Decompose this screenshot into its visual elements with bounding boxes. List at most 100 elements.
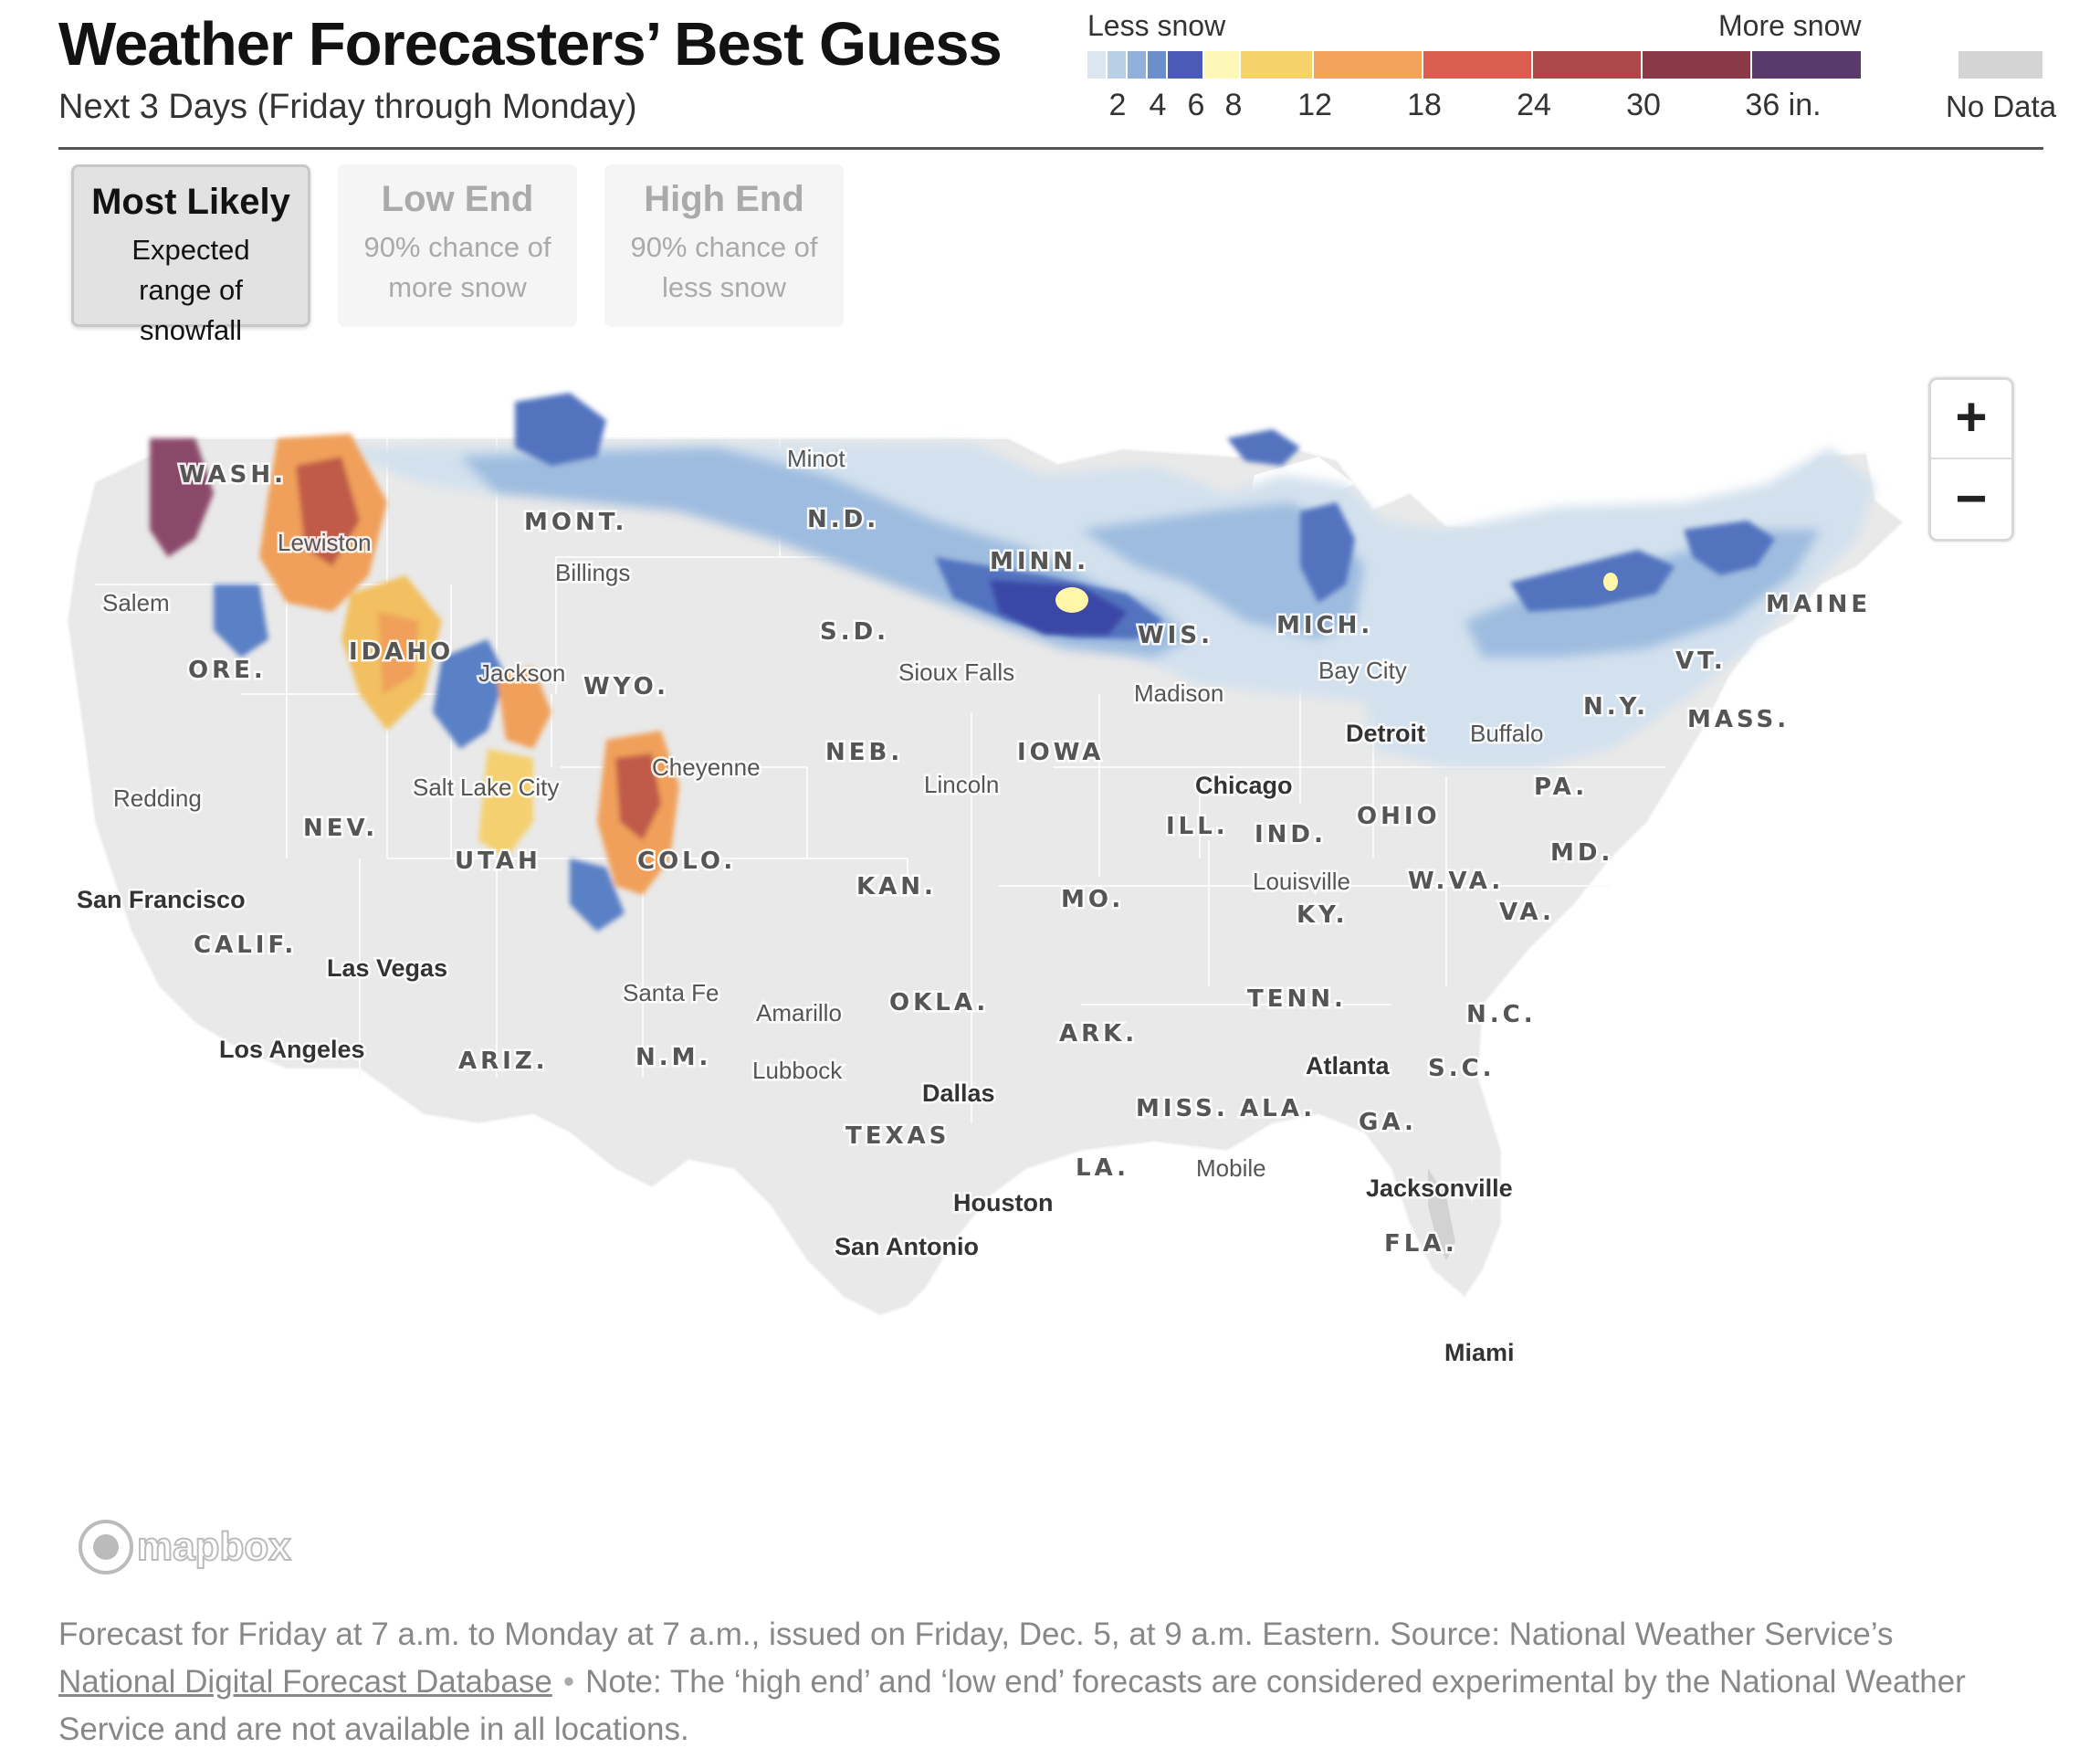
legend-tick: 36 in. [1745, 88, 1822, 122]
state-label: ILL. [1166, 813, 1229, 840]
city-label: Las Vegas [327, 954, 447, 982]
legend-tick: 6 [1187, 88, 1205, 122]
state-label: MINN. [990, 548, 1089, 575]
legend-tick: 24 [1517, 88, 1551, 122]
city-label: Sioux Falls [898, 658, 1014, 686]
florida-no-data [1428, 1169, 1455, 1260]
state-label: IDAHO [349, 638, 454, 666]
state-label: NEB. [825, 739, 903, 766]
header-divider [58, 147, 2043, 150]
city-labels: Minot Lewiston Billings Salem Jackson Ba… [100, 443, 1546, 1185]
city-label: Houston [953, 1189, 1053, 1216]
toggle-description: Expected range of snowfall [131, 234, 250, 346]
page-title: Weather Forecasters’ Best Guess [58, 10, 1003, 79]
page-subtitle: Next 3 Days (Friday through Monday) [58, 88, 637, 126]
state-label: ALA. [1240, 1095, 1316, 1122]
source-text: Forecast for Friday at 7 a.m. to Monday … [58, 1616, 1894, 1652]
separator-dot: • [562, 1664, 575, 1700]
legend-swatch-10 [1643, 51, 1750, 79]
city-label: Mobile [1196, 1154, 1266, 1182]
state-label: OKLA. [889, 989, 989, 1016]
city-label: Lewiston [278, 529, 372, 556]
toggle-title: Most Likely [91, 182, 290, 222]
zoom-out-button[interactable]: − [1955, 468, 1988, 529]
legend-less-label: Less snow [1087, 9, 1226, 42]
legend-tick: 2 [1108, 88, 1127, 122]
toggle-low-end[interactable]: Low End 90% chance of more snow [338, 164, 577, 327]
state-label: TEXAS [845, 1122, 950, 1150]
state-label: N.D. [807, 506, 879, 533]
legend-swatch-6 [1241, 51, 1312, 79]
city-label: Salem [102, 589, 170, 616]
legend-swatch-8 [1423, 51, 1531, 79]
source-note: Forecast for Friday at 7 a.m. to Monday … [58, 1611, 2003, 1748]
city-label: San Antonio [835, 1233, 979, 1260]
state-label: N.C. [1466, 1001, 1537, 1028]
state-label: S.C. [1428, 1055, 1496, 1082]
legend-swatch-11 [1752, 51, 1861, 79]
state-label: MISS. [1136, 1095, 1229, 1122]
city-label: Salt Lake City [413, 774, 559, 801]
state-label: VT. [1675, 648, 1727, 675]
legend-tick: 4 [1149, 88, 1167, 122]
state-label: N.Y. [1583, 693, 1649, 721]
ndfd-link[interactable]: National Digital Forecast Database [58, 1664, 552, 1700]
city-label: Atlanta [1306, 1052, 1390, 1079]
state-label: ARIZ. [458, 1048, 549, 1075]
snow-layer-mountains [150, 434, 679, 932]
city-label: Buffalo [1470, 720, 1543, 747]
toggle-high-end[interactable]: High End 90% chance of less snow [604, 164, 844, 327]
state-label: N.M. [635, 1044, 711, 1071]
toggle-description: 90% chance of less snow [630, 231, 818, 303]
city-label: Amarillo [756, 999, 842, 1027]
legend-no-data-label: No Data [1946, 90, 2057, 123]
state-label: IND. [1255, 821, 1327, 848]
state-label: FLA. [1384, 1230, 1458, 1258]
toggle-description: 90% chance of more snow [363, 231, 551, 303]
legend-swatch-7 [1314, 51, 1422, 79]
toggle-title: High End [644, 179, 804, 219]
state-label: W.VA. [1408, 868, 1504, 895]
state-label: MD. [1550, 839, 1613, 867]
state-label: ARK. [1059, 1020, 1138, 1048]
major-city-labels: San Francisco Las Vegas Los Angeles Detr… [75, 718, 1517, 1369]
city-label: Louisville [1253, 868, 1350, 895]
mapbox-wordmark: mapbox [137, 1524, 291, 1569]
city-label: Dallas [922, 1079, 995, 1107]
state-label: GA. [1359, 1109, 1417, 1136]
note-text: Note: The ‘high end’ and ‘low end’ forec… [58, 1664, 1966, 1747]
state-label: IOWA [1017, 739, 1104, 766]
city-label: Los Angeles [219, 1036, 365, 1063]
map-canvas[interactable]: WASH. MONT. N.D. MINN. MAINE S.D. WIS. M… [58, 347, 2043, 1571]
city-label: Redding [113, 784, 202, 812]
zoom-in-button[interactable]: + [1931, 380, 2011, 459]
legend-more-label: More snow [1718, 9, 1862, 42]
legend-tick: 18 [1407, 88, 1442, 122]
legend-swatch-3 [1148, 51, 1166, 79]
mapbox-logo[interactable]: mapbox [75, 1516, 340, 1580]
legend-swatch-1 [1108, 51, 1126, 79]
state-label: COLO. [637, 848, 736, 875]
state-label: NEV. [303, 815, 378, 842]
city-label: Lincoln [924, 771, 999, 798]
state-label: UTAH [455, 848, 541, 875]
state-label: MO. [1061, 886, 1124, 913]
legend-swatch-4 [1168, 51, 1202, 79]
snowfall-legend: Less snow More snow 2 4 6 8 12 18 24 30 … [1085, 9, 2057, 128]
state-label: MICH. [1276, 612, 1373, 639]
state-label: WIS. [1138, 622, 1213, 649]
toggle-most-likely[interactable]: Most Likely Expected range of snowfall [71, 164, 310, 346]
city-label: Madison [1134, 679, 1223, 707]
legend-swatch-0 [1087, 51, 1106, 79]
city-label: Lubbock [752, 1057, 843, 1084]
city-label: Miami [1444, 1339, 1515, 1366]
snow-core-ny-peak [1603, 573, 1618, 591]
city-label: Cheyenne [652, 753, 761, 781]
state-label: WASH. [179, 461, 287, 489]
state-label: LA. [1076, 1154, 1129, 1182]
toggle-title: Low End [381, 179, 534, 219]
snowfall-map[interactable]: WASH. MONT. N.D. MINN. MAINE S.D. WIS. M… [58, 347, 2043, 1571]
state-label: MASS. [1687, 706, 1790, 733]
state-label: ORE. [188, 657, 267, 684]
city-label: Chicago [1195, 772, 1293, 799]
